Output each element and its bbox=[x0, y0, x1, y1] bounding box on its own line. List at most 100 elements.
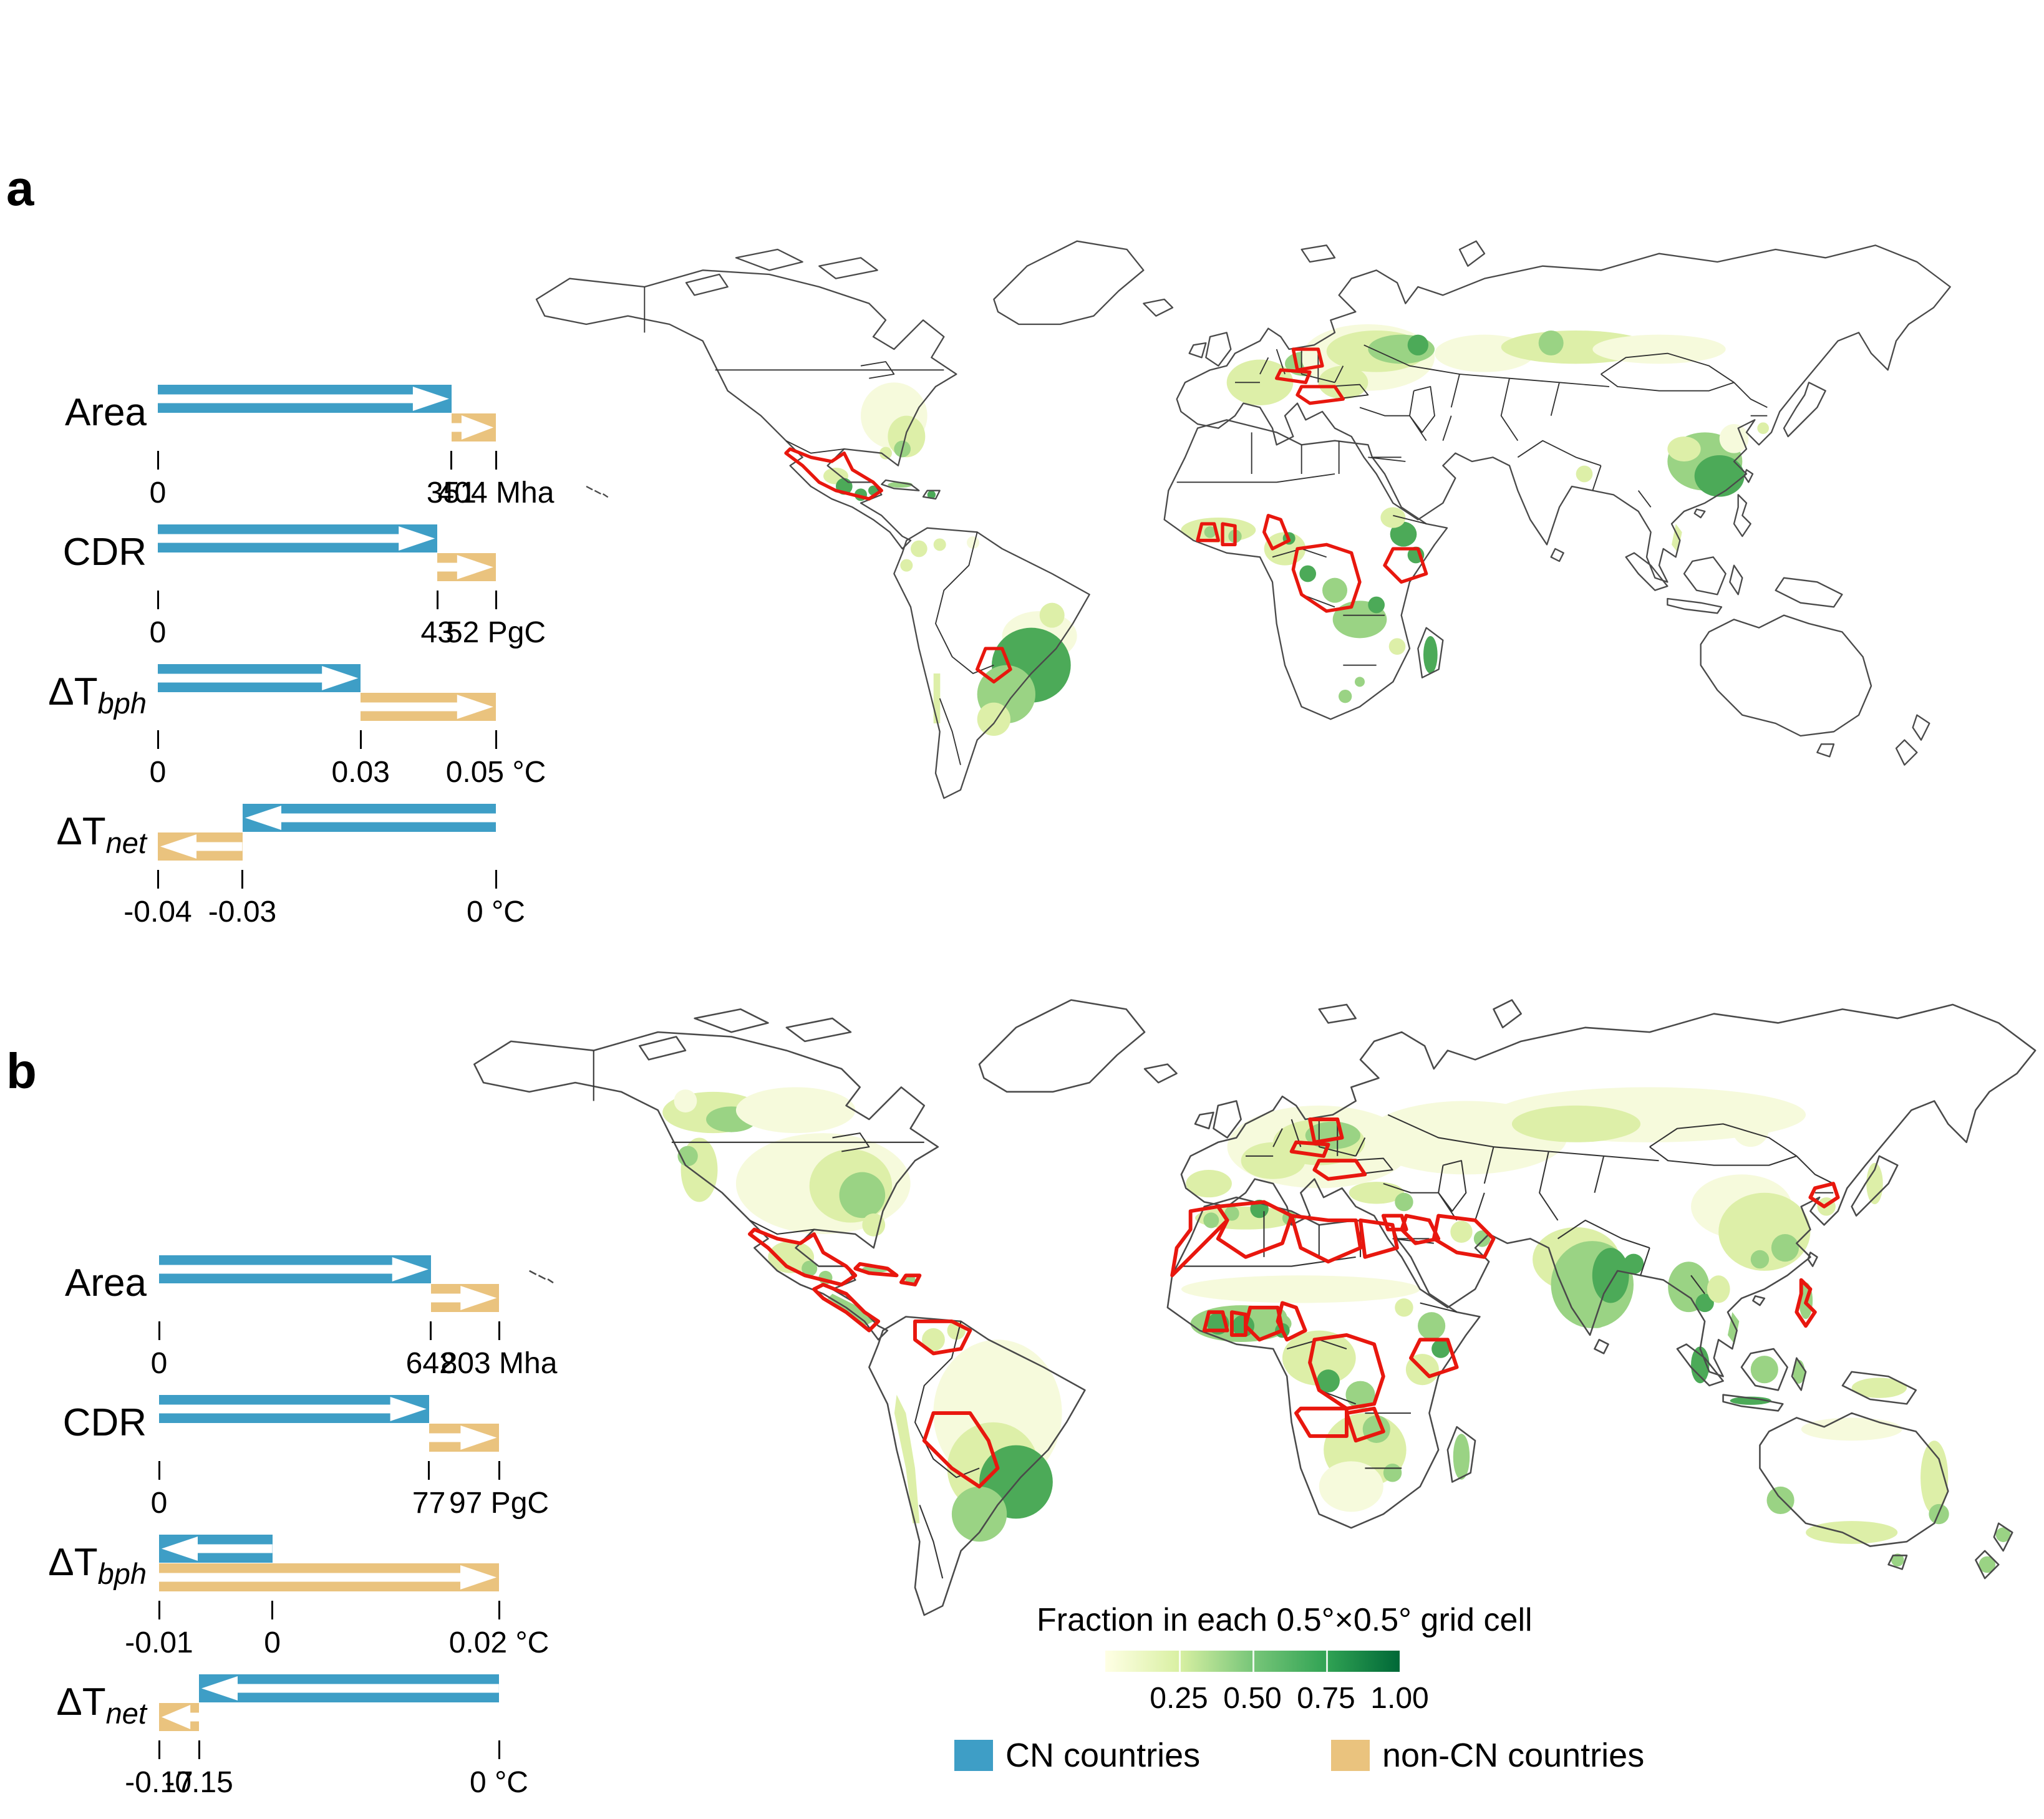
cn-arrow-bar-tbph bbox=[158, 664, 361, 692]
white-direction-arrow-icon bbox=[159, 1565, 496, 1590]
red-outline-paraguay-bolivia bbox=[922, 1411, 1000, 1488]
coastline-new-zealand-south bbox=[1895, 739, 1918, 766]
red-outline-paraguay bbox=[976, 647, 1012, 684]
landmass-fill bbox=[536, 241, 1950, 798]
red-outline-mexico bbox=[784, 447, 884, 501]
red-outline-kenya bbox=[1409, 1338, 1459, 1379]
red-outline-hispaniola bbox=[899, 1273, 922, 1286]
green-patch bbox=[1407, 334, 1428, 355]
red-outline-iran bbox=[1431, 1213, 1496, 1259]
coastline-australia bbox=[1759, 1412, 1949, 1547]
row-label-subscript: net bbox=[105, 826, 147, 859]
axis-tick bbox=[359, 730, 362, 749]
green-patch bbox=[1979, 1556, 1996, 1573]
coastline-sumatra bbox=[1625, 552, 1669, 591]
coastline-arctic-island-2 bbox=[818, 257, 878, 279]
coastline-south-america bbox=[893, 527, 1090, 799]
red-outline-czechia-slovakia bbox=[1289, 1140, 1330, 1158]
axis-tick bbox=[157, 730, 159, 749]
land-sumatra bbox=[1625, 552, 1668, 591]
row-label-area: Area bbox=[65, 1262, 147, 1305]
green-patch bbox=[900, 559, 913, 572]
coastlines bbox=[535, 240, 1951, 799]
green-patch bbox=[927, 490, 936, 499]
axis-tick-label: 0.03 bbox=[331, 756, 390, 789]
axis-tick bbox=[495, 870, 497, 889]
land-north-america bbox=[536, 270, 957, 549]
cn-arrow-bar-cdr bbox=[158, 524, 438, 552]
axis-tick bbox=[498, 1740, 500, 1759]
coastline-iceland bbox=[1143, 298, 1174, 317]
axis-tick-label: 642 bbox=[405, 1347, 456, 1380]
red-outline-algeria bbox=[1216, 1200, 1294, 1259]
green-patch bbox=[1851, 1378, 1907, 1398]
coastline-sulawesi bbox=[1791, 1357, 1807, 1391]
axis-tick-label: 0 bbox=[149, 616, 167, 649]
row-label-subscript: net bbox=[105, 1697, 147, 1730]
row-label-cdr: CDR bbox=[62, 1401, 147, 1444]
coastline-sumatra bbox=[1676, 1343, 1724, 1387]
country-borders bbox=[644, 287, 1768, 765]
white-direction-arrow-icon bbox=[162, 1705, 200, 1729]
cn-arrow-bar-tbph bbox=[159, 1535, 273, 1563]
green-patch bbox=[1241, 1142, 1305, 1179]
coastline-arctic-island-1 bbox=[735, 248, 803, 271]
axis-tick bbox=[428, 1461, 430, 1480]
axis-tick-label: 0.02 °C bbox=[448, 1626, 550, 1659]
green-patch bbox=[1707, 1275, 1730, 1303]
land-australia bbox=[1700, 615, 1871, 736]
land-greenland bbox=[979, 1000, 1145, 1092]
land-java bbox=[1667, 599, 1722, 614]
green-patch bbox=[802, 1260, 818, 1276]
coastline-north-america bbox=[473, 1031, 939, 1341]
green-patch bbox=[1920, 1440, 1949, 1515]
axis-tick-label: 0 °C bbox=[467, 895, 525, 929]
green-patch bbox=[1727, 1312, 1740, 1344]
red-outline-cameroon bbox=[1262, 514, 1291, 551]
red-outline-central-america bbox=[812, 1283, 881, 1333]
land-sri-lanka bbox=[1594, 1339, 1609, 1354]
land-arctic-island-1 bbox=[694, 1009, 768, 1033]
non-cn-countries-swatch bbox=[1331, 1740, 1370, 1771]
land-sri-lanka bbox=[1551, 549, 1564, 561]
green-patch bbox=[1691, 1346, 1710, 1384]
axis-tick-label: 351 bbox=[426, 476, 477, 509]
land-svalbard bbox=[1301, 245, 1335, 262]
green-patch bbox=[1395, 1192, 1413, 1212]
coastline-java bbox=[1667, 597, 1723, 614]
land-sulawesi bbox=[1730, 565, 1743, 595]
axis-tick bbox=[436, 591, 438, 609]
green-patch bbox=[1672, 524, 1682, 553]
world-map-b bbox=[473, 999, 2037, 1616]
cn-countries-swatch bbox=[954, 1740, 993, 1771]
noncn-arrow-bar-cdr bbox=[429, 1424, 499, 1452]
coastline-ireland bbox=[1194, 1111, 1214, 1130]
red-outline-dr-congo bbox=[1291, 543, 1362, 613]
coastline-great-britain bbox=[1213, 1100, 1242, 1139]
coastline-great-britain bbox=[1205, 332, 1232, 367]
cn-arrow-bar-area bbox=[159, 1255, 431, 1283]
green-patch bbox=[674, 1089, 697, 1112]
green-patch bbox=[735, 1087, 856, 1134]
row-label-area: Area bbox=[65, 391, 147, 434]
coastline-sri-lanka bbox=[1550, 548, 1564, 562]
white-direction-arrow-icon bbox=[158, 666, 359, 690]
axis-tick bbox=[241, 870, 243, 889]
green-patch bbox=[1345, 1381, 1375, 1409]
white-direction-arrow-icon bbox=[158, 526, 435, 551]
axis-tick bbox=[498, 1601, 500, 1619]
green-patch bbox=[1355, 677, 1365, 687]
green-patch bbox=[1368, 596, 1385, 614]
land-borneo bbox=[1684, 557, 1726, 595]
green-patch bbox=[828, 1293, 874, 1326]
land-eurasia bbox=[1181, 1004, 2036, 1377]
panel-a-letter: a bbox=[6, 160, 34, 216]
axis-tick-label: -0.15 bbox=[165, 1766, 233, 1799]
white-direction-arrow-icon bbox=[361, 695, 493, 719]
axis-tick bbox=[158, 1461, 160, 1480]
row-label-tbph: ΔTbph bbox=[48, 670, 147, 720]
red-outline-cuba bbox=[853, 1262, 899, 1278]
green-patch bbox=[1801, 1417, 1902, 1441]
red-outline-philippines bbox=[1795, 1278, 1817, 1328]
green-patch bbox=[1318, 365, 1368, 399]
